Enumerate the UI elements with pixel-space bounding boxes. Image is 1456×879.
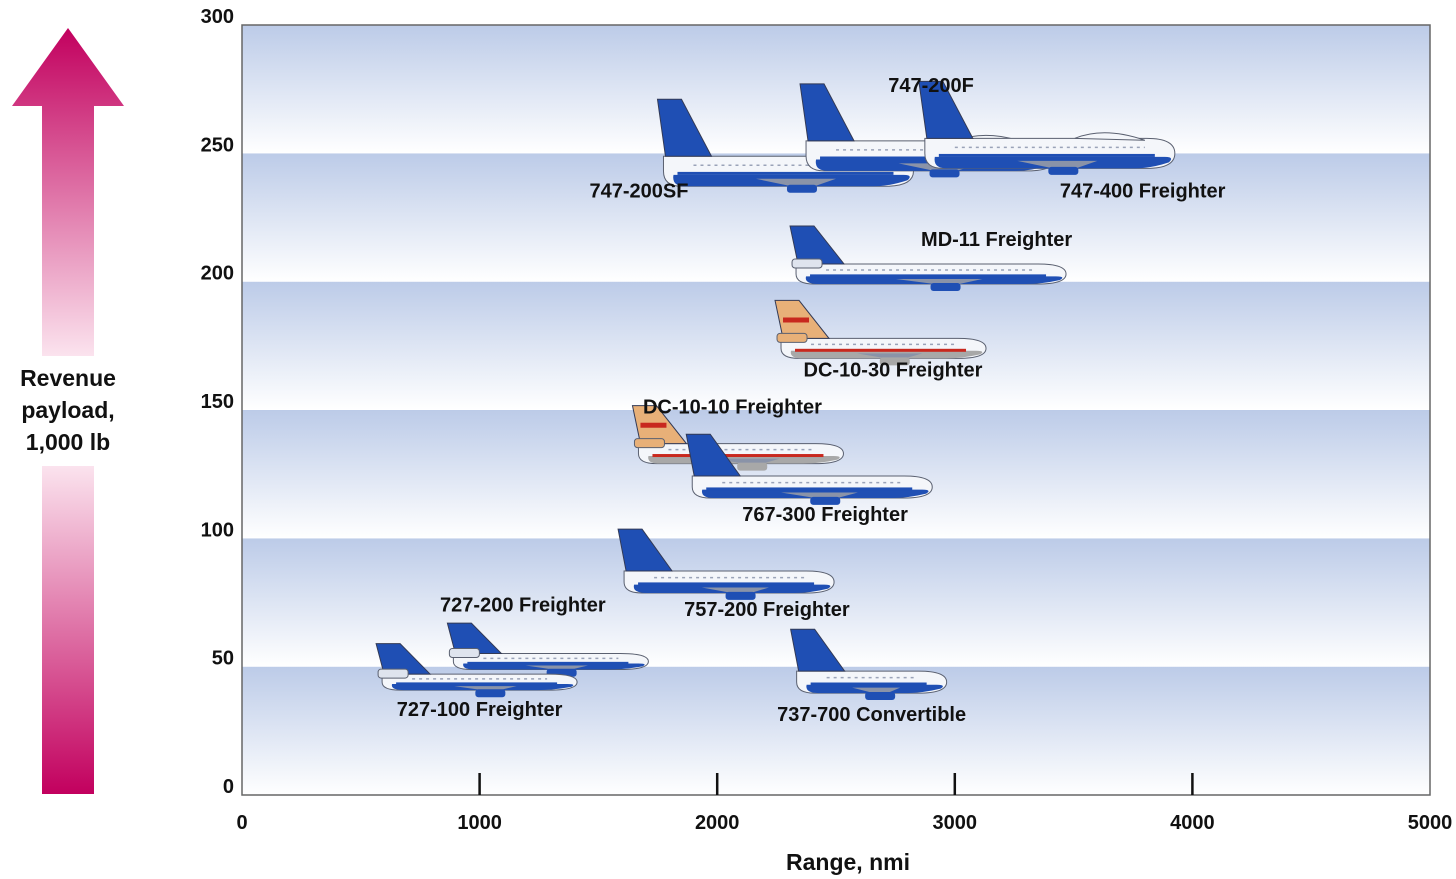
aircraft-labels: 747-200SF 747-200F 747-400 Freighter MD-11 … bbox=[397, 75, 1226, 726]
aircraft-marker bbox=[375, 643, 578, 698]
x-tick-label: 2000 bbox=[695, 812, 740, 834]
y-tick-label: 150 bbox=[201, 391, 234, 413]
y-tick-label: 250 bbox=[201, 134, 234, 156]
x-axis-tick-labels: 0 1000 2000 3000 4000 5000 bbox=[236, 812, 1452, 834]
aircraft-marker bbox=[446, 622, 649, 677]
y-tick-label: 300 bbox=[201, 6, 234, 28]
x-axis-ticks bbox=[478, 773, 1194, 795]
y-axis-arrow bbox=[12, 28, 124, 794]
aircraft-marker bbox=[918, 80, 1176, 175]
aircraft-marker bbox=[789, 225, 1067, 291]
y-tick-label: 50 bbox=[212, 648, 234, 670]
aircraft-label: 767-300 Freighter bbox=[742, 504, 908, 526]
plot-band bbox=[242, 410, 1430, 539]
y-tick-label: 0 bbox=[223, 776, 234, 798]
x-tick-label: 4000 bbox=[1170, 812, 1215, 834]
plot-band bbox=[242, 538, 1430, 667]
y-axis-title-line: 1,000 lb bbox=[25, 429, 111, 455]
aircraft-label: 757-200 Freighter bbox=[684, 599, 850, 621]
aircraft-marker bbox=[774, 299, 987, 366]
aircraft-label: 727-100 Freighter bbox=[397, 699, 563, 721]
y-axis-title-line: payload, bbox=[21, 397, 115, 423]
aircraft-markers bbox=[375, 80, 1176, 700]
y-axis-title: Revenue payload, 1,000 lb bbox=[0, 362, 136, 458]
x-tick-label: 3000 bbox=[933, 812, 978, 834]
aircraft-marker bbox=[617, 528, 835, 600]
y-axis-tick-labels: 0 50 100 150 200 250 300 bbox=[201, 6, 234, 798]
aircraft-label: 747-200SF bbox=[590, 180, 689, 202]
aircraft-label: 747-200F bbox=[888, 75, 974, 97]
y-tick-label: 200 bbox=[201, 263, 234, 285]
aircraft-label: MD-11 Freighter bbox=[921, 229, 1072, 251]
x-tick-label: 1000 bbox=[457, 812, 502, 834]
aircraft-marker bbox=[790, 628, 948, 700]
x-tick-label: 5000 bbox=[1408, 812, 1453, 834]
plot-frame bbox=[241, 24, 1431, 796]
aircraft-marker bbox=[685, 433, 933, 505]
aircraft-label: 737-700 Convertible bbox=[777, 704, 966, 726]
aircraft-label: DC-10-10 Freighter bbox=[643, 397, 822, 419]
x-tick-label: 0 bbox=[236, 812, 247, 834]
aircraft-label: 747-400 Freighter bbox=[1060, 180, 1226, 202]
x-axis-title: Range, nmi bbox=[786, 849, 910, 875]
y-tick-label: 100 bbox=[201, 519, 234, 541]
y-axis-title-line: Revenue bbox=[20, 365, 116, 391]
aircraft-label: DC-10-30 Freighter bbox=[804, 359, 983, 381]
aircraft-label: 727-200 Freighter bbox=[440, 595, 606, 617]
